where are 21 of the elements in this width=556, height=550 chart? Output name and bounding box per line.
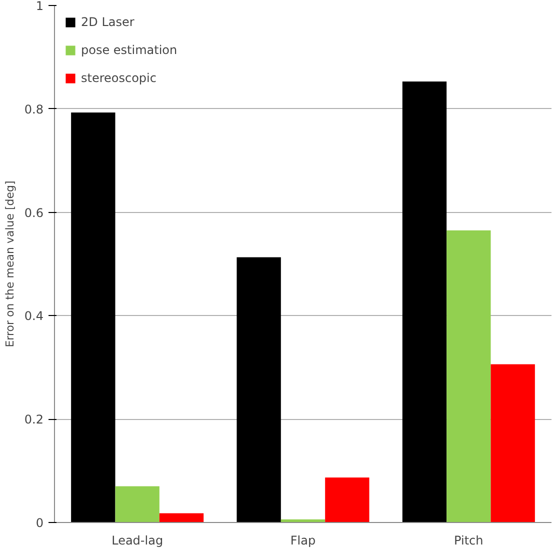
y-tick-label: 0.8 (24, 102, 44, 116)
y-tick-label: 0 (36, 516, 44, 530)
y-tick-label: 0.4 (24, 309, 44, 324)
bar (159, 513, 204, 522)
legend-label: 2D Laser (81, 15, 134, 29)
x-tick-label: Lead-lag (112, 534, 164, 548)
legend-label: stereoscopic (81, 71, 156, 85)
bar (446, 230, 491, 522)
y-tick-label: 1 (36, 0, 44, 13)
legend-label: pose estimation (81, 43, 178, 57)
bar (402, 82, 447, 522)
bar (115, 486, 160, 522)
bar (325, 478, 370, 522)
y-axis-title: Error on the mean value [deg] (3, 180, 16, 348)
y-tick-label: 0.6 (24, 206, 44, 220)
x-tick-label: Pitch (454, 534, 484, 548)
bar (236, 257, 281, 522)
y-tick-label: 0.2 (24, 412, 44, 427)
x-tick-label: Flap (290, 534, 316, 548)
bar (490, 364, 535, 522)
bar (71, 112, 116, 522)
